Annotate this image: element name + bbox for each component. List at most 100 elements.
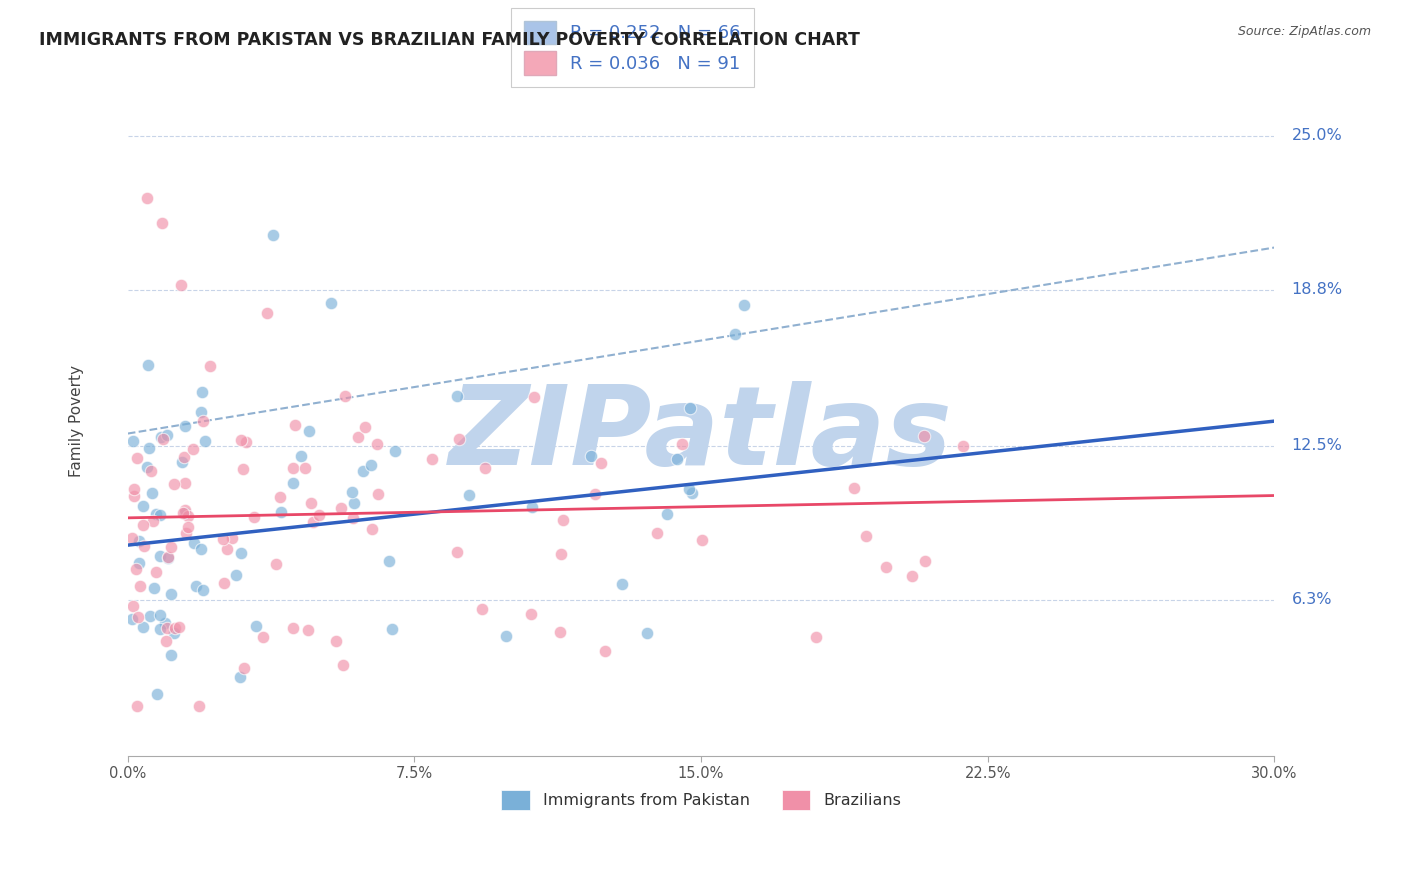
Point	[221, 531, 243, 545]
Point	[127, 699, 149, 714]
Point	[681, 486, 703, 500]
Text: 6.3%: 6.3%	[1292, 592, 1331, 607]
Point	[343, 496, 366, 510]
Point	[690, 533, 713, 548]
Point	[190, 542, 212, 557]
Point	[139, 609, 162, 624]
Point	[174, 506, 197, 520]
Point	[671, 437, 693, 451]
Point	[155, 616, 177, 631]
Point	[264, 557, 287, 571]
Point	[122, 489, 145, 503]
Point	[804, 630, 827, 644]
Point	[131, 499, 153, 513]
Point	[149, 608, 172, 623]
Point	[290, 449, 312, 463]
Point	[228, 670, 250, 684]
Point	[360, 458, 382, 472]
Point	[447, 432, 470, 446]
Point	[132, 517, 155, 532]
Point	[678, 482, 700, 496]
Point	[142, 581, 165, 595]
Point	[142, 515, 165, 529]
Point	[155, 633, 177, 648]
Point	[281, 621, 304, 635]
Point	[121, 612, 143, 626]
Point	[231, 433, 253, 447]
Point	[141, 485, 163, 500]
Point	[519, 607, 541, 622]
Point	[149, 508, 172, 522]
Point	[333, 389, 356, 403]
Point	[283, 460, 305, 475]
Point	[381, 623, 404, 637]
Point	[550, 547, 572, 561]
Point	[156, 551, 179, 566]
Point	[128, 534, 150, 549]
Point	[145, 566, 167, 580]
Point	[299, 496, 322, 510]
Point	[458, 488, 481, 502]
Point	[270, 505, 292, 519]
Point	[912, 429, 935, 443]
Point	[172, 506, 194, 520]
Point	[121, 531, 143, 545]
Point	[384, 443, 406, 458]
Point	[522, 500, 544, 514]
Point	[446, 389, 468, 403]
Point	[125, 450, 148, 465]
Point	[225, 567, 247, 582]
Point	[190, 385, 212, 400]
Point	[284, 417, 307, 432]
Point	[297, 624, 319, 638]
Point	[122, 599, 145, 614]
Text: IMMIGRANTS FROM PAKISTAN VS BRAZILIAN FAMILY POVERTY CORRELATION CHART: IMMIGRANTS FROM PAKISTAN VS BRAZILIAN FA…	[39, 31, 860, 49]
Point	[269, 490, 291, 504]
Text: 25.0%: 25.0%	[1292, 128, 1343, 144]
Point	[160, 587, 183, 601]
Point	[308, 508, 330, 523]
Point	[352, 465, 374, 479]
Point	[174, 503, 197, 517]
Point	[187, 699, 209, 714]
Point	[367, 487, 389, 501]
Text: 12.5%: 12.5%	[1292, 439, 1343, 453]
Point	[160, 540, 183, 554]
Point	[679, 401, 702, 415]
Point	[347, 430, 370, 444]
Point	[242, 510, 264, 524]
Point	[163, 625, 186, 640]
Point	[167, 620, 190, 634]
Point	[212, 532, 235, 546]
Point	[177, 520, 200, 534]
Point	[145, 507, 167, 521]
Point	[495, 629, 517, 643]
Point	[610, 577, 633, 591]
Point	[855, 529, 877, 543]
Point	[422, 452, 444, 467]
Point	[128, 557, 150, 571]
Point	[262, 228, 284, 243]
Point	[724, 327, 747, 342]
Point	[129, 579, 152, 593]
Point	[733, 298, 755, 312]
Point	[170, 455, 193, 469]
Point	[174, 419, 197, 434]
Point	[256, 305, 278, 319]
Point	[548, 624, 571, 639]
Point	[301, 515, 323, 529]
Point	[176, 526, 198, 541]
Point	[139, 464, 162, 478]
Point	[666, 452, 689, 467]
Point	[127, 609, 149, 624]
Point	[875, 560, 897, 574]
Point	[901, 569, 924, 583]
Point	[952, 439, 974, 453]
Point	[190, 405, 212, 419]
Point	[138, 442, 160, 456]
Point	[245, 619, 267, 633]
Point	[177, 508, 200, 523]
Point	[583, 487, 606, 501]
Point	[173, 450, 195, 464]
Point	[136, 460, 159, 475]
